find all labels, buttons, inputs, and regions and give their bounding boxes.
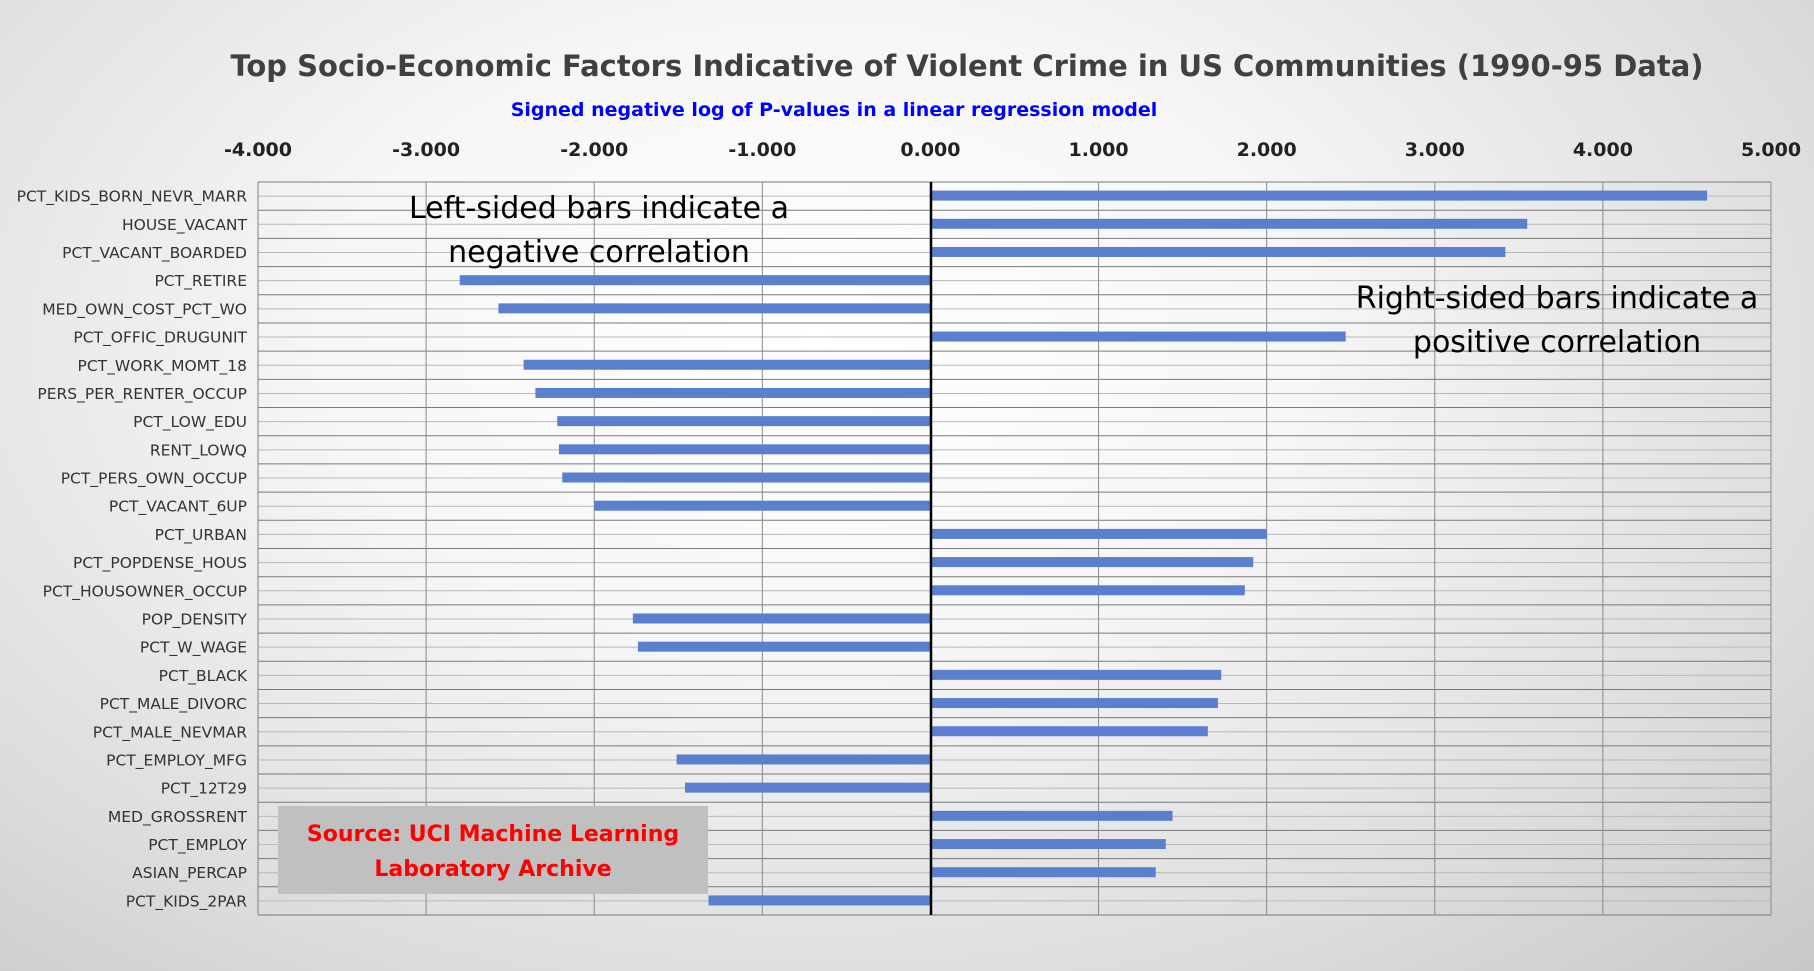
right-annotation: Right-sided bars indicate a positive cor… [1356,281,1759,360]
x-tick-label: -4.000 [224,139,292,161]
bar [558,444,931,455]
bar [930,528,1267,539]
bar [930,810,1173,821]
bar [459,275,931,286]
y-tick-label: PCT_EMPLOY [148,836,247,855]
y-tick-label: PCT_MALE_NEVMAR [93,723,248,742]
y-tick-label: PCT_KIDS_2PAR [126,892,247,911]
y-tick-label: PCT_URBAN [155,526,247,545]
source-line2: Laboratory Archive [374,857,611,882]
right-annotation-line2: positive correlation [1413,325,1701,360]
x-tick-label: 2.000 [1237,139,1297,161]
y-tick-labels: PCT_KIDS_BORN_NEVR_MARR HOUSE_VACANT PCT_V… [17,188,248,912]
y-tick-label: PCT_W_WAGE [140,639,247,658]
x-tick-label: 4.000 [1573,139,1633,161]
bar [930,726,1208,737]
y-tick-label: PCT_PERS_OWN_OCCUP [61,470,247,489]
y-tick-label: PCT_KIDS_BORN_NEVR_MARR [17,188,248,207]
bar [930,557,1254,568]
y-tick-label: PCT_LOW_EDU [133,413,247,432]
grid-lines [257,181,1772,916]
y-tick-label: MED_OWN_COST_PCT_WO [42,300,247,319]
bar [930,218,1528,229]
y-tick-label: PCT_VACANT_BOARDED [62,244,247,263]
right-annotation-line1: Right-sided bars indicate a [1356,281,1759,316]
y-tick-label: HOUSE_VACANT [122,216,248,235]
y-tick-label: PCT_MALE_DIVORC [100,695,247,714]
bar [930,867,1156,878]
x-tick-label: 0.000 [900,139,960,161]
source-line1: Source: UCI Machine Learning [307,822,679,847]
bar [523,359,931,370]
y-tick-label: MED_GROSSRENT [108,808,248,827]
bar [685,782,931,793]
x-tick-label: 1.000 [1069,139,1129,161]
bar [930,669,1222,680]
left-annotation-line1: Left-sided bars indicate a [409,191,789,226]
bar [557,416,931,427]
bar [676,754,931,765]
y-tick-label: ASIAN_PERCAP [132,864,247,883]
y-tick-label: POP_DENSITY [142,610,248,629]
bar [637,641,931,652]
bar [632,613,931,624]
bar [535,387,931,398]
chart-title: Top Socio-Economic Factors Indicative of… [230,49,1703,83]
bar [930,331,1346,342]
bars [459,190,1708,906]
y-tick-label: PERS_PER_RENTER_OCCUP [37,385,247,404]
y-tick-label: RENT_LOWQ [150,441,247,460]
y-tick-label: PCT_RETIRE [154,272,247,291]
x-tick-label: -3.000 [392,139,460,161]
left-annotation-line2: negative correlation [448,235,750,270]
x-tick-labels: -4.000 -3.000 -2.000 -1.000 0.000 1.000 2.000 3… [224,139,1801,161]
x-tick-label: -1.000 [728,139,796,161]
bar [498,303,931,314]
y-tick-label: PCT_EMPLOY_MFG [106,751,247,770]
x-tick-label: -2.000 [560,139,628,161]
bar [930,839,1166,850]
y-tick-label: PCT_WORK_MOMT_18 [78,357,248,376]
bar [594,500,931,511]
chart-subtitle: Signed negative log of P-values in a lin… [511,99,1158,121]
x-tick-label: 3.000 [1405,139,1465,161]
y-tick-label: PCT_HOUSOWNER_OCCUP [43,582,247,601]
y-tick-label: PCT_OFFIC_DRUGUNIT [73,329,247,348]
bar [708,895,931,906]
y-tick-label: PCT_12T29 [161,780,247,799]
bar [930,698,1218,709]
y-tick-label: PCT_POPDENSE_HOUS [73,554,247,573]
x-tick-label: 5.000 [1741,139,1801,161]
left-annotation: Left-sided bars indicate a negative corr… [409,191,789,270]
bar [930,585,1245,596]
y-tick-label: PCT_BLACK [159,667,248,686]
source-box: Source: UCI Machine Learning Laboratory … [278,806,708,894]
bar [562,472,931,483]
bar [930,190,1708,201]
y-tick-label: PCT_VACANT_6UP [109,498,247,517]
bar [930,246,1506,257]
source-box-background [278,806,708,894]
